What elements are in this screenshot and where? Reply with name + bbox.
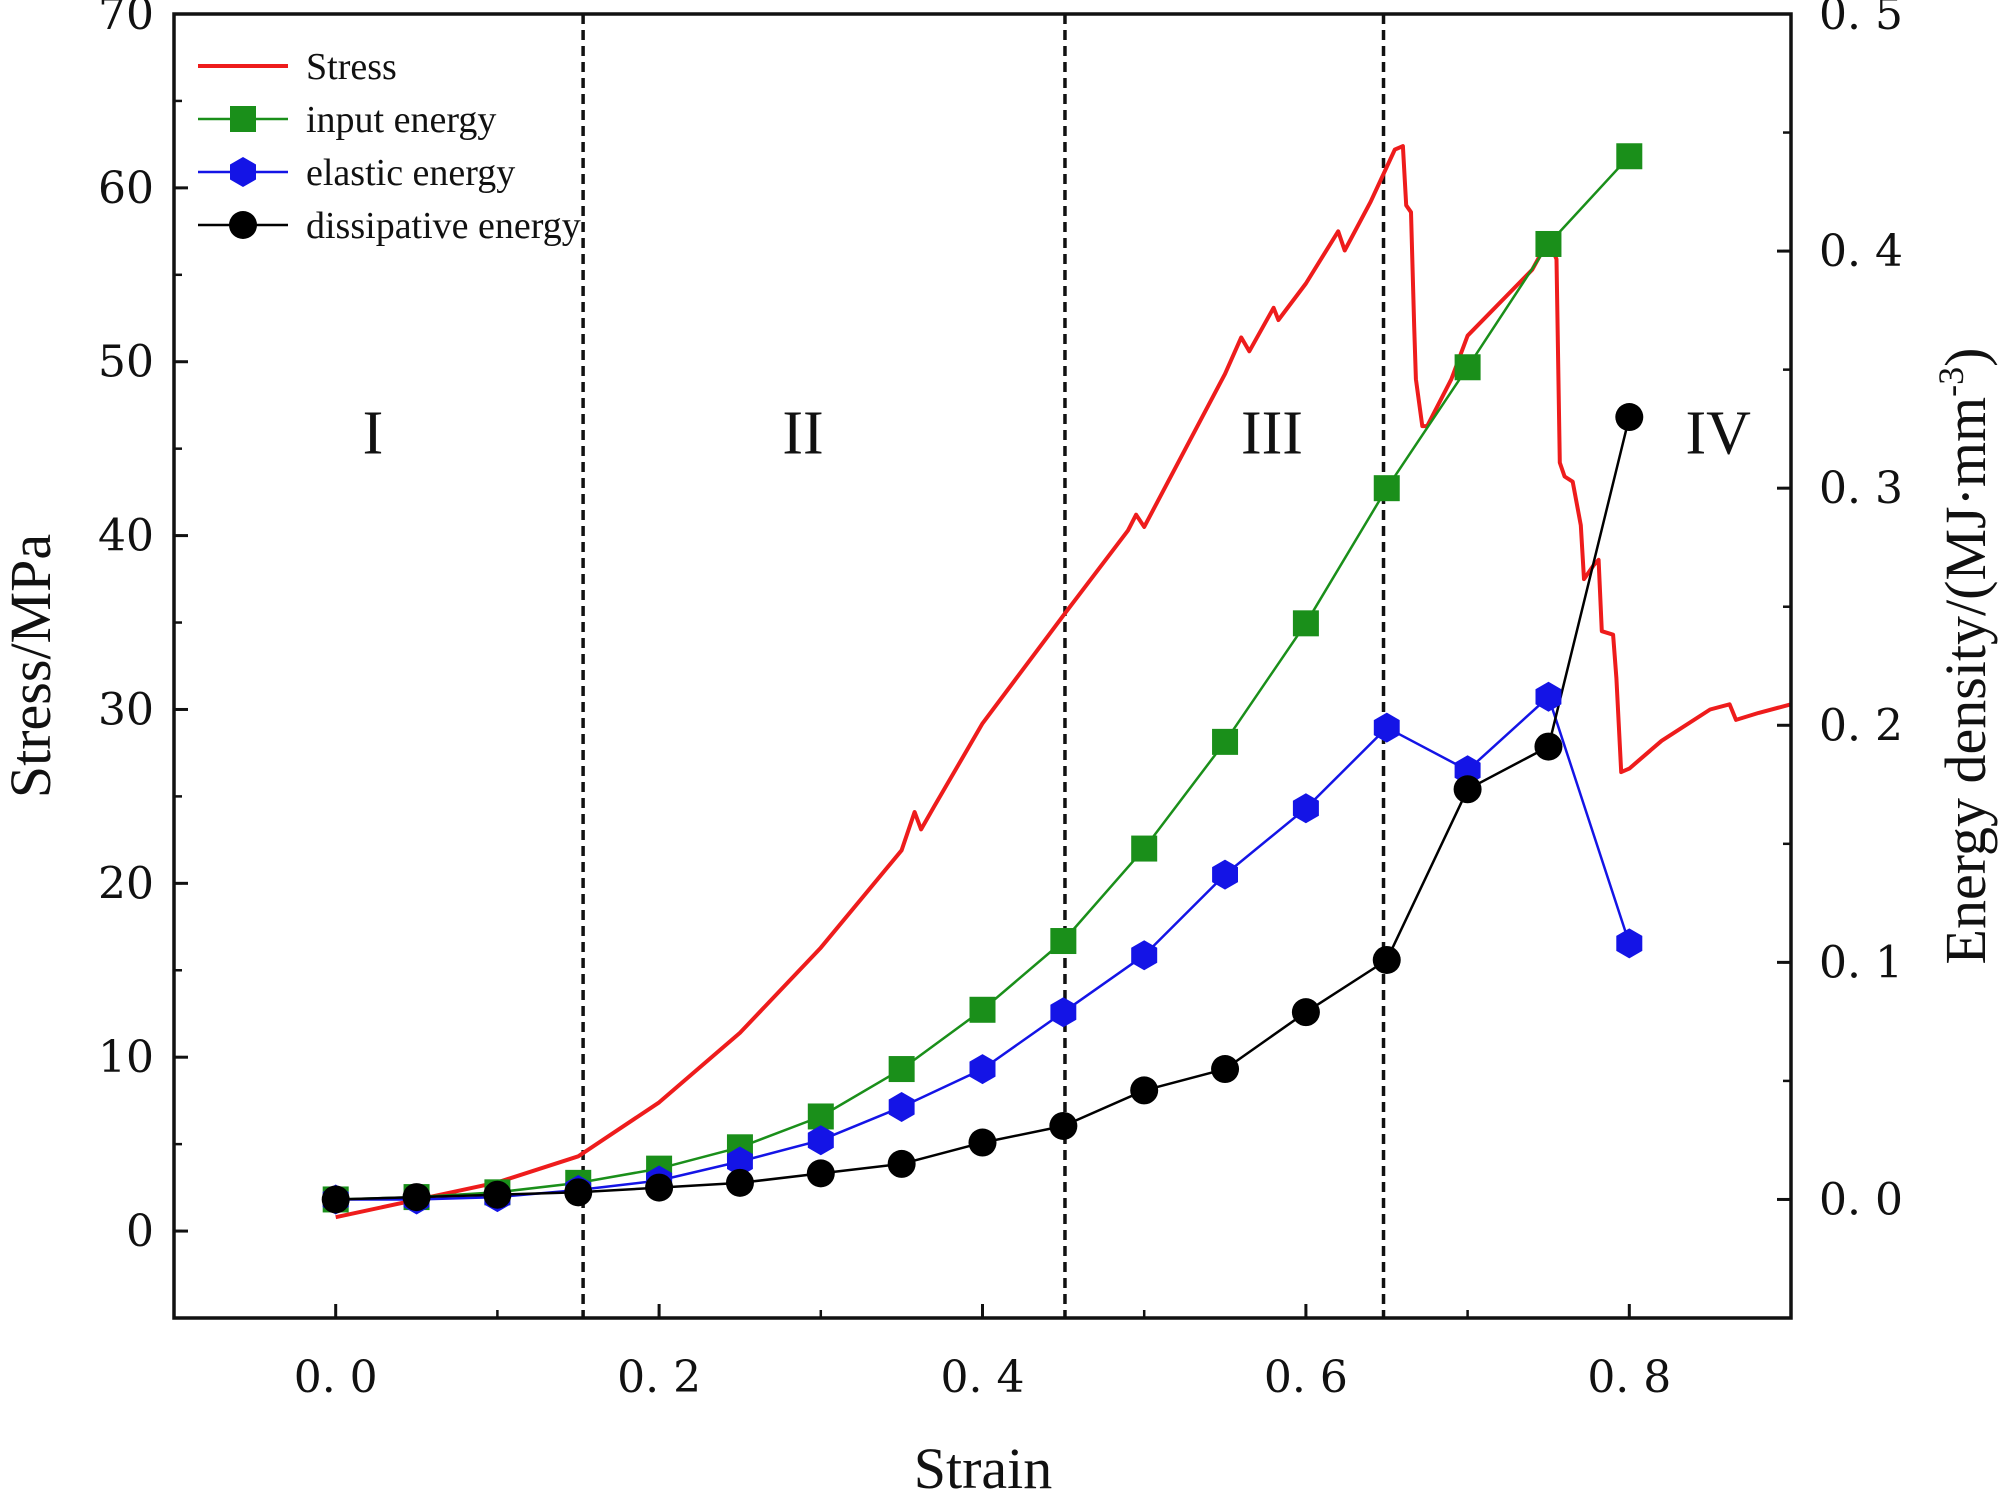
y-left-tick-label-1: 10	[98, 1032, 154, 1083]
point-dissipative-energy-15	[1534, 732, 1563, 761]
y-left-tick-label-6: 60	[98, 163, 154, 214]
tick-labels: 0. 0 0. 2 0. 4 0. 6 0. 8 0 10 20 30 40 50 60 70 0. 0 0…	[98, 0, 1903, 1403]
point-input-energy-6	[807, 1103, 834, 1130]
stage-label-group: I II III IV	[363, 399, 1752, 467]
y-axis-right-title-main: Energy density/(MJ·mm	[1933, 397, 1998, 965]
y-right-tick-label-4: 0. 4	[1819, 226, 1903, 277]
stage-label-i: I	[363, 399, 384, 467]
point-elastic-energy-5	[727, 1146, 753, 1177]
x-tick-label-2: 0. 4	[941, 1352, 1025, 1403]
point-input-energy-16	[1616, 143, 1643, 170]
point-dissipative-energy-8	[968, 1128, 997, 1157]
point-dissipative-energy-13	[1372, 945, 1401, 974]
legend-marker-elastic-energy	[230, 157, 256, 187]
point-dissipative-energy-11	[1211, 1055, 1240, 1084]
point-dissipative-energy-2	[483, 1180, 512, 1209]
y-left-tick-label-7: 70	[98, 0, 154, 40]
stage-label-iii: III	[1241, 399, 1303, 467]
point-input-energy-10	[1131, 835, 1158, 862]
point-elastic-energy-15	[1535, 681, 1562, 712]
point-dissipative-energy-3	[564, 1178, 593, 1207]
point-elastic-energy-10	[1131, 940, 1158, 971]
y-left-tick-label-3: 30	[98, 684, 154, 735]
series-markers	[321, 143, 1644, 1215]
y-axis-left-title: Stress/MPa	[0, 534, 63, 798]
point-dissipative-energy-10	[1130, 1076, 1159, 1105]
legend-label-input-energy: input energy	[306, 99, 496, 141]
y-axis-right-title-exponent: -3	[1931, 367, 1971, 397]
y-right-tick-label-2: 0. 2	[1819, 700, 1903, 751]
legend-marker-input-energy	[230, 106, 256, 132]
point-elastic-energy-7	[888, 1092, 915, 1122]
y-right-tick-label-1: 0. 1	[1819, 937, 1903, 988]
point-dissipative-energy-14	[1453, 775, 1482, 804]
point-dissipative-energy-5	[725, 1168, 754, 1197]
stage-label-ii: II	[782, 399, 823, 467]
point-elastic-energy-6	[807, 1125, 834, 1156]
y-left-tick-label-4: 40	[98, 511, 154, 562]
y-right-tick-label-3: 0. 3	[1819, 463, 1903, 514]
point-dissipative-energy-16	[1615, 403, 1644, 432]
stage-dividers	[581, 14, 1386, 1318]
point-dissipative-energy-7	[887, 1149, 916, 1178]
point-dissipative-energy-9	[1049, 1111, 1078, 1140]
point-input-energy-13	[1373, 475, 1400, 502]
legend-label-stress: Stress	[306, 46, 397, 88]
point-elastic-energy-13	[1373, 712, 1400, 743]
legend-label-dissipative-energy: dissipative energy	[306, 205, 581, 247]
point-elastic-energy-12	[1292, 793, 1319, 824]
y-right-tick-label-5: 0. 5	[1819, 0, 1903, 40]
point-input-energy-8	[969, 996, 996, 1023]
y-right-tick-label-0: 0. 0	[1819, 1174, 1903, 1225]
x-tick-label-0: 0. 0	[294, 1352, 378, 1403]
point-input-energy-11	[1212, 728, 1239, 755]
y-left-tick-label-0: 0	[126, 1206, 154, 1257]
point-elastic-energy-8	[969, 1054, 996, 1085]
point-elastic-energy-9	[1050, 997, 1077, 1028]
stage-label-iv: IV	[1686, 399, 1752, 467]
point-elastic-energy-16	[1616, 928, 1643, 959]
y-axis-right-title-close: )	[1933, 348, 1998, 367]
point-input-energy-15	[1535, 230, 1562, 257]
point-dissipative-energy-6	[806, 1159, 835, 1188]
point-input-energy-14	[1454, 354, 1481, 381]
y-left-tick-label-5: 50	[98, 337, 154, 388]
point-input-energy-12	[1292, 610, 1319, 637]
legend: Stress input energy elastic energy dissipat…	[198, 46, 581, 247]
point-dissipative-energy-1	[402, 1183, 431, 1212]
legend-marker-dissipative-energy	[229, 211, 257, 239]
point-dissipative-energy-0	[321, 1185, 350, 1214]
point-input-energy-9	[1050, 928, 1077, 955]
legend-label-elastic-energy: elastic energy	[306, 152, 515, 194]
x-tick-label-4: 0. 8	[1587, 1352, 1671, 1403]
x-tick-label-3: 0. 6	[1264, 1352, 1348, 1403]
point-dissipative-energy-12	[1291, 998, 1320, 1027]
y-left-tick-label-2: 20	[98, 858, 154, 909]
x-tick-label-1: 0. 2	[617, 1352, 701, 1403]
series-line-stress	[335, 144, 1792, 1220]
axes	[172, 12, 1793, 1320]
point-dissipative-energy-4	[645, 1173, 674, 1202]
point-input-energy-7	[888, 1056, 915, 1083]
point-elastic-energy-11	[1212, 859, 1238, 890]
x-axis-title: Strain	[914, 1436, 1053, 1491]
y-axis-right-title: Energy density/(MJ·mm-3)	[1931, 348, 1998, 965]
